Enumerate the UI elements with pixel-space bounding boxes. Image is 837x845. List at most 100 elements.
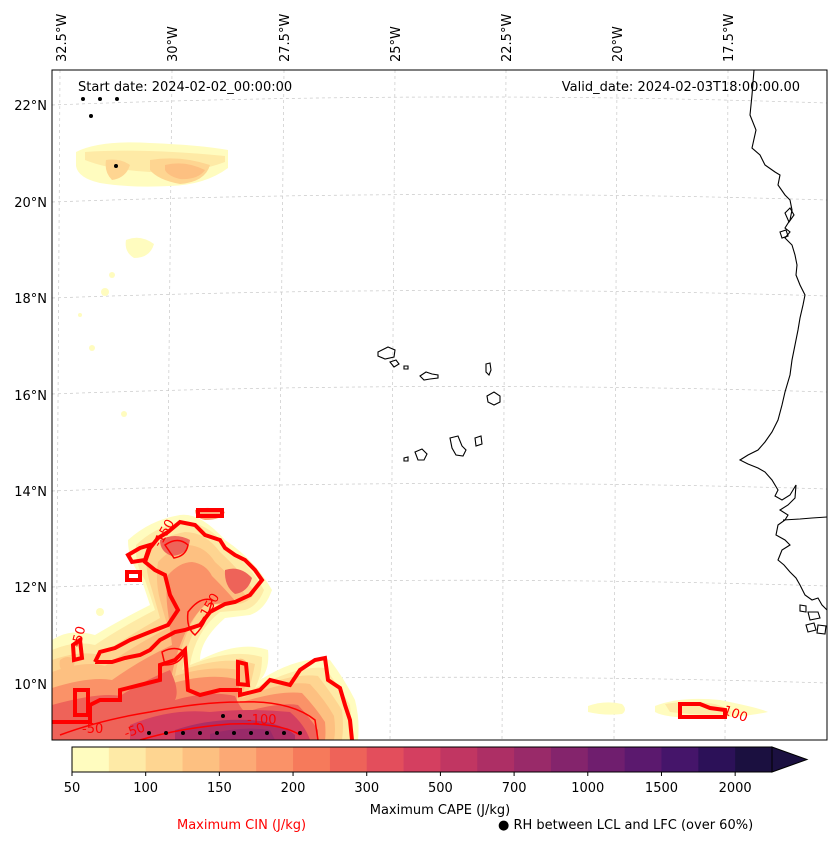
lon-label: 30°W	[166, 26, 181, 62]
cin-legend-label: Maximum CIN (J/kg)	[177, 818, 307, 833]
rh-dot	[81, 97, 85, 101]
lon-label: 27.5°W	[278, 14, 293, 62]
rh-dot	[298, 731, 302, 735]
rh-dot	[265, 731, 269, 735]
rh-dot	[89, 114, 93, 118]
cape-verde-island	[403, 365, 409, 370]
colorbar-segment	[145, 747, 184, 772]
lon-label: 17.5°W	[722, 14, 737, 62]
cape-verde-island	[474, 435, 483, 447]
cin-contour	[678, 702, 727, 719]
island	[779, 229, 789, 239]
cin-contour-label: -50	[69, 625, 89, 649]
cape-colorbar: 50 100 150 200 300 500 700 1000 1500 2000	[64, 746, 809, 796]
cin-contour	[163, 539, 189, 559]
rh-dot	[238, 714, 242, 718]
rh-dot	[114, 164, 118, 168]
cape-area	[224, 568, 252, 594]
rh-dot	[147, 731, 151, 735]
colorbar-segment	[329, 747, 368, 772]
lat-label: 10°N	[14, 678, 47, 693]
cape-area	[96, 608, 104, 616]
cin-contour-label: -50	[122, 720, 147, 741]
colorbar-segment	[72, 747, 110, 772]
lat-label: 22°N	[14, 99, 47, 114]
lat-label: 18°N	[14, 292, 47, 307]
start-date-text: Start date: 2024-02-02_00:00:00	[78, 80, 292, 95]
cape-area	[109, 272, 115, 278]
africa-coastline	[738, 70, 827, 611]
rh-dot	[249, 731, 253, 735]
colorbar-segment	[108, 747, 147, 772]
cape-area	[101, 288, 109, 296]
rh-dot-icon: ●	[498, 818, 510, 833]
rh-dots	[81, 97, 302, 735]
colorbar-tick-label: 50	[64, 781, 81, 796]
cin-contours	[52, 508, 727, 740]
lat-label: 16°N	[14, 389, 47, 404]
rh-legend-label: RH between LCL and LFC (over 60%)	[513, 818, 754, 833]
cin-contour	[186, 598, 213, 636]
cape-verde-island	[414, 448, 428, 461]
cin-contour	[52, 645, 354, 740]
colorbar-segment	[514, 747, 552, 772]
rh-dot	[221, 714, 225, 718]
island	[799, 604, 807, 613]
island	[805, 622, 817, 633]
colorbar-segment	[735, 747, 773, 772]
colorbar-tick-label: 150	[207, 781, 232, 796]
colorbar-segment	[550, 747, 589, 772]
rh-dot	[181, 731, 185, 735]
colorbar-tick-label: 2000	[719, 781, 752, 796]
colorbar-segment	[366, 747, 405, 772]
colorbar-tick-label: 700	[502, 781, 527, 796]
cin-contour-label: -100	[247, 713, 277, 728]
cape-area	[105, 159, 130, 180]
cin-contour	[196, 508, 224, 518]
colorbar-segment	[477, 747, 515, 772]
rh-dot	[232, 731, 236, 735]
colorbar-segment	[219, 747, 257, 772]
africa-coastline	[782, 516, 827, 521]
cin-contour	[73, 688, 90, 717]
lon-label: 32.5°W	[55, 14, 70, 62]
colorbar-tick-label: 100	[133, 781, 158, 796]
rh-dot	[98, 97, 102, 101]
rh-legend: ● RH between LCL and LFC (over 60%)	[498, 818, 753, 833]
cape-area	[165, 163, 205, 180]
colorbar-segment	[661, 747, 699, 772]
valid-date-text: Valid_date: 2024-02-03T18:00:00.00	[562, 80, 800, 95]
colorbar-segment	[587, 747, 626, 772]
cape-verde-island	[486, 391, 501, 406]
cape-area	[210, 728, 275, 740]
map-frame	[51, 69, 828, 741]
cin-contour	[161, 647, 186, 666]
colorbar-extend-arrow	[771, 746, 809, 773]
longitude-labels: 32.5°W 30°W 27.5°W 25°W 22.5°W 20°W 17.5…	[55, 14, 737, 62]
lat-label: 20°N	[14, 196, 47, 211]
rh-dot	[198, 731, 202, 735]
island	[816, 624, 827, 635]
colorbar-segment	[256, 747, 294, 772]
cin-contour	[93, 519, 265, 664]
colorbar-segment	[698, 747, 736, 772]
cin-contour	[125, 541, 154, 565]
island	[807, 611, 821, 621]
cin-contour	[139, 722, 301, 740]
cape-verde-island	[389, 359, 400, 368]
lat-label: 14°N	[14, 485, 47, 500]
rh-dot	[215, 731, 219, 735]
colorbar-segment	[182, 747, 220, 772]
cape-verde-island	[403, 456, 409, 462]
colorbar-tick-label: 200	[281, 781, 306, 796]
coastlines	[377, 70, 827, 635]
cape-verde-island	[377, 346, 396, 360]
colorbar-segment	[440, 747, 478, 772]
cape-area	[125, 237, 154, 258]
colorbar-tick-label: 300	[354, 781, 379, 796]
cin-contour-label: -50	[82, 722, 103, 737]
lat-label: 12°N	[14, 581, 47, 596]
colorbar-segment	[624, 747, 662, 772]
latitude-labels: 22°N 20°N 18°N 16°N 14°N 12°N 10°N	[14, 99, 47, 693]
